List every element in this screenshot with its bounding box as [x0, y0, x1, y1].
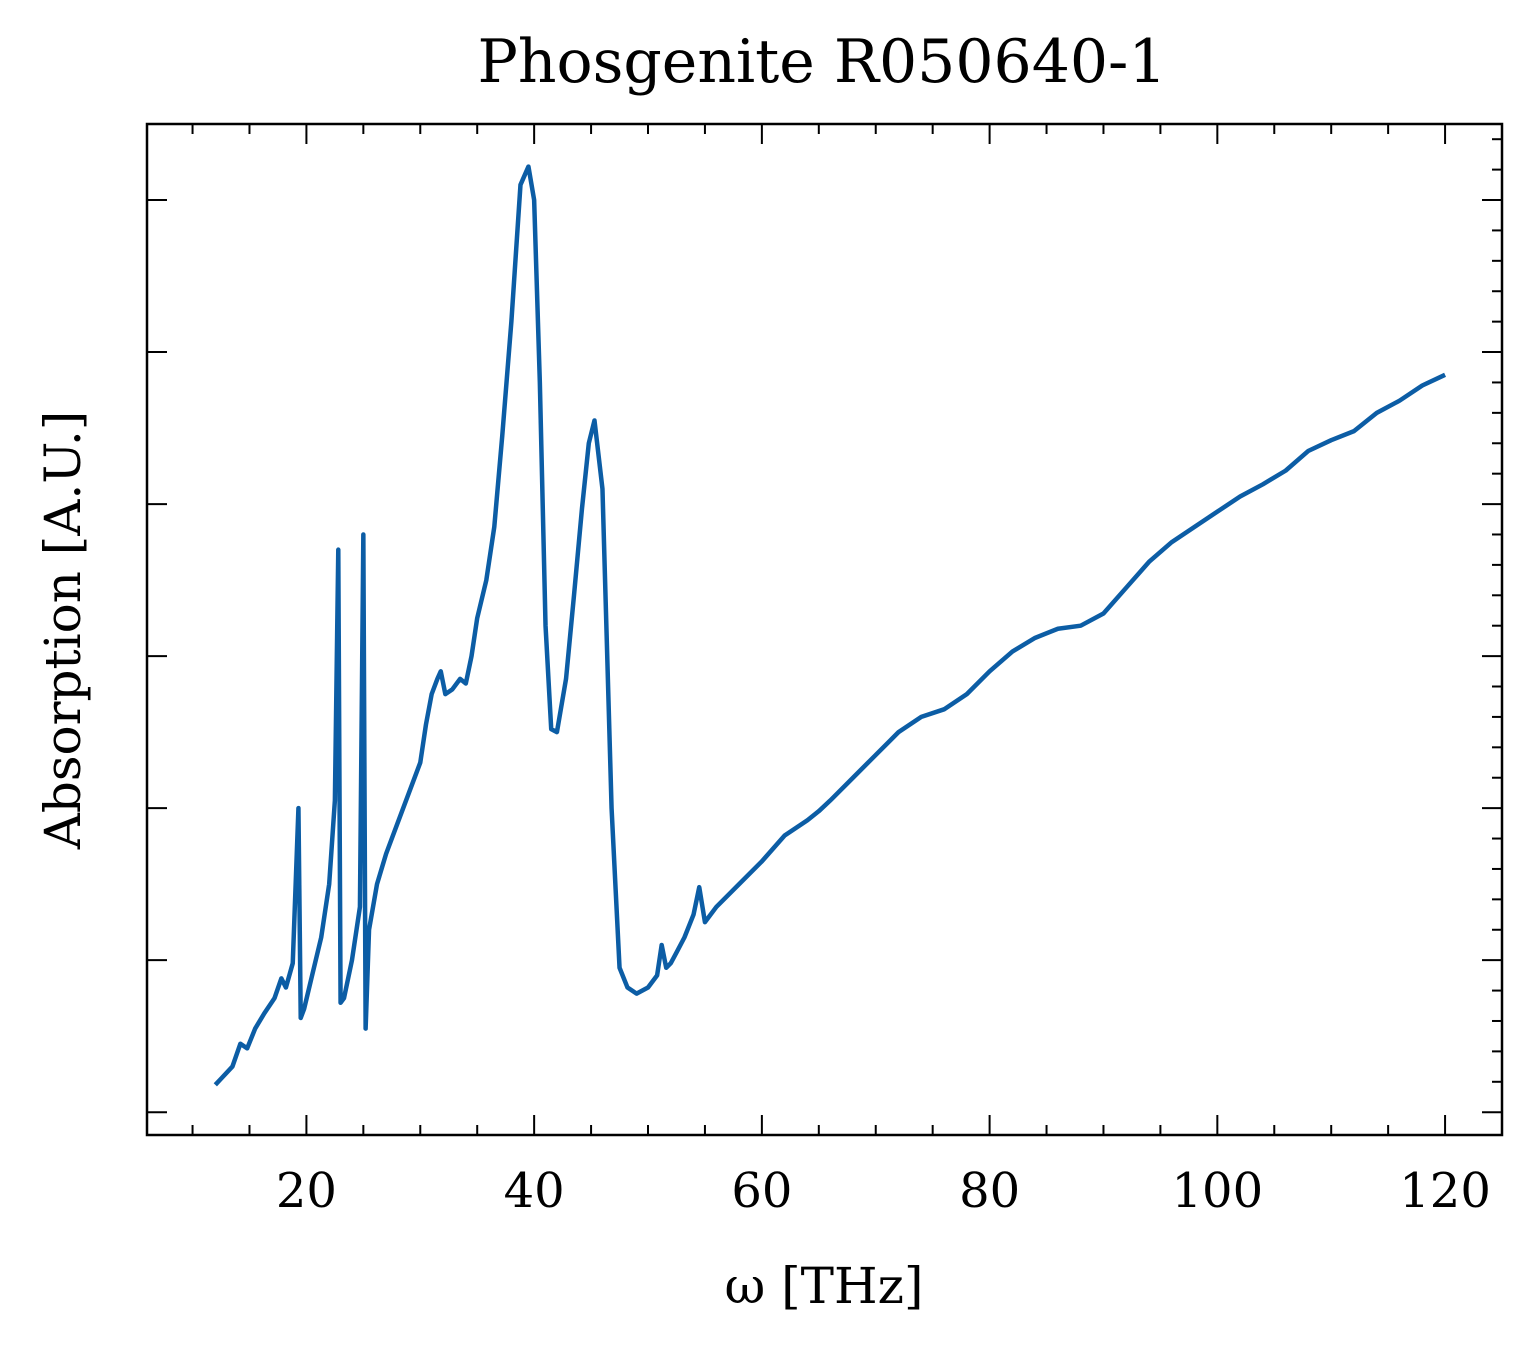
x-tick-label: 100 [1172, 1163, 1264, 1219]
absorption-series-line [213, 164, 1447, 1087]
x-tick-label: 20 [276, 1163, 337, 1219]
x-tick-label: 40 [504, 1163, 565, 1219]
x-tick-label: 120 [1399, 1163, 1491, 1219]
x-axis-label: ω [THz] [725, 1257, 924, 1315]
plot-frame [145, 122, 1504, 1137]
y-axis-label: Absorption [A.U.] [34, 411, 92, 851]
chart-title: Phosgenite R050640-1 [477, 27, 1166, 97]
x-tick-label: 60 [731, 1163, 792, 1219]
x-tick-label: 80 [959, 1163, 1020, 1219]
